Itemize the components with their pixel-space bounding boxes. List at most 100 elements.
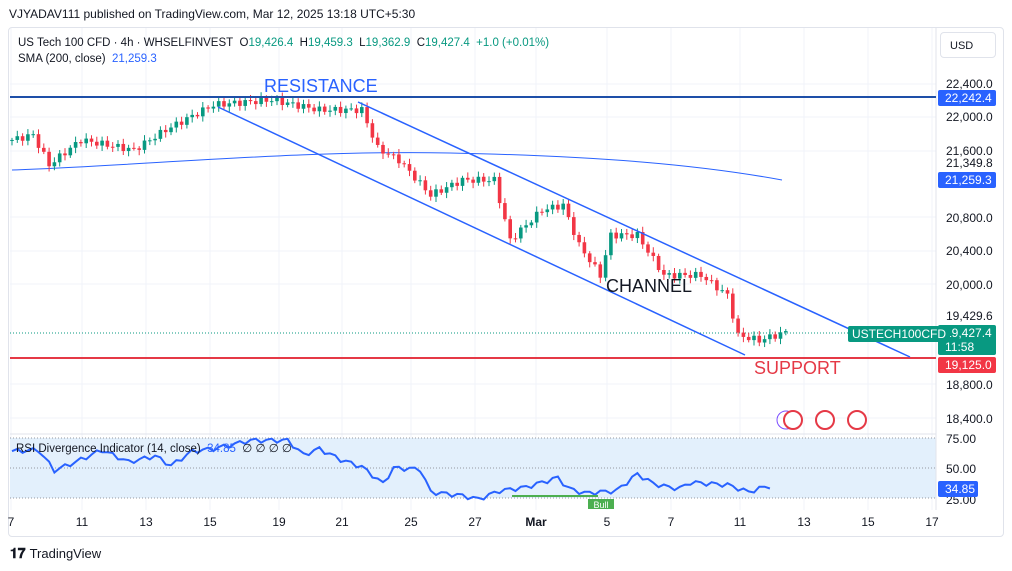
- time-tick: 7: [667, 515, 675, 529]
- candle: [407, 164, 412, 171]
- low-value: 19,362.9: [365, 37, 411, 49]
- tradingview-logo-icon: 𝟏𝟕: [10, 545, 26, 561]
- candle: [428, 190, 433, 197]
- price-tick: 18,800.0: [946, 378, 993, 392]
- candle: [678, 272, 682, 279]
- candle: [524, 225, 528, 228]
- price-tick: 18,400.0: [946, 412, 993, 426]
- candle: [635, 231, 640, 239]
- symbol-tag: USTECH100CFD: [848, 326, 951, 342]
- candle: [57, 153, 62, 163]
- time-tick: 7: [7, 515, 15, 529]
- resistance-price-tag: 22,242.4: [938, 90, 996, 106]
- price-tick: 21,349.8: [946, 156, 993, 170]
- sma-line: [11, 152, 783, 181]
- candle: [503, 203, 507, 220]
- candle: [84, 138, 88, 144]
- candle: [254, 101, 258, 105]
- candle: [434, 189, 438, 197]
- candle: [73, 142, 78, 148]
- candle: [349, 108, 353, 110]
- candle: [651, 252, 656, 256]
- candle: [185, 117, 189, 125]
- candle: [264, 97, 269, 102]
- candle: [545, 209, 550, 213]
- candle: [269, 101, 274, 103]
- candle: [423, 180, 428, 191]
- candle: [296, 102, 300, 109]
- candle: [95, 141, 99, 146]
- candle: [715, 280, 719, 291]
- candle: [768, 334, 772, 340]
- bull-label: Bull: [593, 500, 608, 510]
- candle: [762, 339, 767, 343]
- candle: [609, 232, 613, 256]
- time-tick: Mar: [525, 515, 547, 529]
- candle: [137, 148, 141, 150]
- candle: [534, 211, 539, 223]
- us-flag-icon: [815, 410, 835, 430]
- rsi-value-tag: 34.85: [938, 481, 978, 497]
- candle: [63, 153, 67, 156]
- candle: [466, 177, 470, 180]
- candle: [731, 293, 735, 319]
- candle: [444, 187, 449, 193]
- time-tick: 17: [925, 515, 939, 529]
- candle: [386, 153, 391, 155]
- candle: [672, 273, 677, 279]
- candle: [158, 129, 163, 139]
- candle: [174, 121, 179, 128]
- candle: [31, 134, 35, 136]
- candle: [497, 176, 502, 204]
- price-tick: 22,400.0: [946, 77, 993, 91]
- candle: [317, 106, 322, 112]
- candle: [121, 143, 126, 152]
- candle: [370, 123, 375, 138]
- candle: [561, 203, 565, 210]
- candle: [291, 102, 295, 104]
- candle: [201, 107, 205, 117]
- support-annotation: SUPPORT: [754, 358, 841, 378]
- candle: [153, 138, 157, 141]
- candle: [746, 336, 751, 341]
- candle: [36, 134, 41, 148]
- candle: [238, 100, 242, 106]
- candle: [540, 211, 544, 213]
- candle: [699, 271, 703, 277]
- candle: [105, 140, 110, 147]
- candle: [354, 108, 359, 114]
- countdown: 11:58: [945, 340, 975, 354]
- candle: [471, 179, 475, 183]
- published-caption: VJYADAV111 published on TradingView.com,…: [9, 7, 416, 21]
- candle: [460, 177, 465, 186]
- time-tick: 25: [404, 515, 418, 529]
- candle: [646, 244, 650, 253]
- candle: [529, 222, 534, 226]
- candle: [79, 142, 83, 144]
- candle: [720, 290, 724, 292]
- currency-button[interactable]: USD: [940, 32, 996, 58]
- candle: [163, 129, 168, 133]
- candle: [630, 234, 634, 239]
- candle: [227, 103, 232, 107]
- candle: [333, 106, 338, 111]
- sma-label: SMA (200, close): [18, 53, 106, 65]
- candle: [148, 140, 152, 142]
- candle: [52, 162, 57, 167]
- candle: [439, 189, 444, 193]
- time-tick: 11: [75, 515, 89, 529]
- candle: [778, 332, 783, 339]
- event-icons[interactable]: [776, 410, 867, 430]
- candle: [577, 234, 581, 243]
- candle: [110, 146, 115, 148]
- time-tick: 5: [603, 515, 611, 529]
- price-tick: 20,800.0: [946, 211, 993, 225]
- channel-lower-line: [217, 106, 746, 356]
- candle: [598, 264, 603, 278]
- candle: [375, 137, 380, 145]
- rsi-tick: 75.00: [946, 432, 977, 446]
- candle: [301, 104, 306, 109]
- candle: [625, 233, 629, 235]
- candle: [704, 276, 709, 281]
